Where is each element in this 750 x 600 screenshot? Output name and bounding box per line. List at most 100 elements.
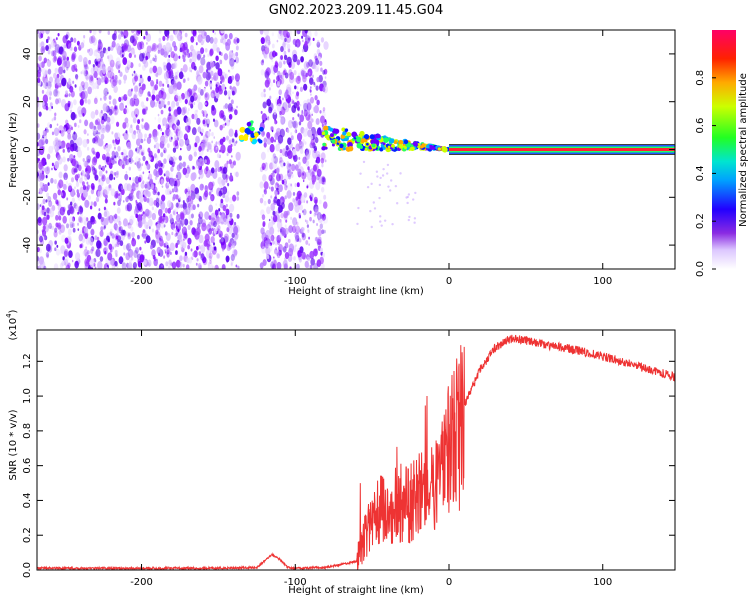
noise-speckle	[197, 75, 203, 85]
noise-speckle	[69, 201, 73, 206]
noise-speckle	[85, 76, 89, 81]
noise-speckle	[322, 87, 326, 93]
noise-speckle	[45, 166, 51, 174]
noise-speckle	[175, 101, 180, 107]
noise-speckle	[201, 250, 205, 254]
noise-speckle	[140, 182, 145, 189]
noise-speckle	[279, 159, 285, 168]
noise-speckle	[219, 201, 224, 209]
noise-speckle	[290, 132, 293, 136]
noise-speckle	[98, 208, 101, 212]
colorbar-tick-label: 0.4	[695, 165, 706, 181]
noise-speckle	[301, 109, 304, 113]
noise-speckle	[175, 178, 181, 187]
noise-speckle	[58, 179, 64, 189]
noise-speckle	[298, 72, 300, 76]
noise-speckle	[271, 129, 274, 133]
noise-speckle	[121, 54, 124, 58]
noise-speckle	[204, 211, 210, 220]
noise-speckle	[320, 247, 323, 253]
noise-speckle	[138, 157, 141, 162]
noise-speckle	[133, 132, 136, 136]
noise-speckle	[324, 113, 326, 117]
noise-speckle	[84, 199, 90, 208]
noise-speckle	[93, 49, 98, 57]
noise-speckle	[84, 71, 90, 80]
noise-speckle	[66, 223, 70, 229]
noise-speckle	[313, 81, 316, 86]
noise-speckle	[271, 43, 275, 49]
noise-speckle	[97, 184, 102, 192]
noise-speckle	[71, 53, 76, 61]
noise-speckle	[302, 39, 304, 43]
noise-speckle	[188, 257, 193, 264]
noise-speckle	[172, 193, 177, 200]
noise-speckle	[272, 257, 276, 264]
noise-speckle	[311, 110, 313, 114]
noise-speckle	[228, 241, 232, 248]
noise-speckle	[51, 118, 54, 122]
noise-speckle	[85, 246, 87, 249]
noise-speckle	[169, 177, 175, 187]
signal-chirp	[360, 138, 366, 143]
noise-speckle	[225, 208, 230, 216]
noise-speckle	[180, 107, 186, 116]
noise-speckle	[311, 118, 314, 123]
noise-speckle	[144, 240, 147, 244]
noise-speckle	[86, 146, 90, 151]
noise-speckle	[76, 189, 79, 194]
noise-speckle	[59, 130, 62, 134]
noise-speckle	[177, 234, 183, 243]
noise-speckle	[177, 95, 181, 102]
noise-speckle	[116, 170, 119, 176]
noise-speckle	[37, 96, 40, 102]
noise-speckle	[154, 163, 159, 169]
noise-speckle	[376, 175, 379, 178]
noise-speckle	[231, 138, 235, 143]
noise-speckle	[134, 162, 137, 166]
noise-speckle	[133, 208, 139, 216]
noise-speckle	[184, 90, 190, 100]
noise-speckle	[152, 65, 158, 74]
noise-speckle	[226, 226, 230, 233]
snr-ytick-label: 0.0	[22, 562, 33, 578]
noise-speckle	[303, 102, 309, 112]
noise-speckle	[127, 232, 132, 240]
noise-speckle	[115, 43, 121, 52]
noise-speckle	[226, 119, 230, 127]
noise-speckle	[148, 197, 154, 207]
noise-speckle	[277, 75, 281, 80]
noise-speckle	[55, 37, 58, 41]
noise-speckle	[206, 61, 212, 70]
noise-speckle	[143, 122, 149, 131]
noise-speckle	[178, 55, 181, 59]
noise-speckle	[151, 94, 156, 101]
noise-speckle	[144, 181, 150, 190]
noise-speckle	[296, 42, 300, 48]
noise-speckle	[214, 160, 220, 169]
noise-speckle	[166, 143, 170, 148]
noise-speckle	[120, 30, 124, 35]
signal-chirp	[389, 138, 395, 144]
signal-blob	[259, 126, 264, 132]
noise-speckle	[108, 54, 114, 63]
noise-speckle	[170, 74, 176, 84]
noise-speckle	[304, 30, 309, 34]
noise-speckle	[273, 79, 276, 84]
noise-speckle	[307, 120, 313, 130]
noise-speckle	[87, 86, 92, 95]
noise-speckle	[87, 66, 90, 70]
noise-speckle	[112, 98, 117, 106]
noise-speckle	[82, 139, 88, 148]
noise-speckle	[43, 72, 46, 78]
noise-speckle	[182, 167, 187, 175]
noise-speckle	[287, 103, 291, 109]
noise-speckle	[62, 148, 65, 153]
noise-speckle	[130, 97, 134, 102]
noise-speckle	[125, 196, 129, 203]
noise-speckle	[182, 64, 188, 73]
noise-speckle	[154, 84, 158, 91]
noise-speckle	[172, 147, 177, 153]
noise-speckle	[42, 94, 49, 104]
